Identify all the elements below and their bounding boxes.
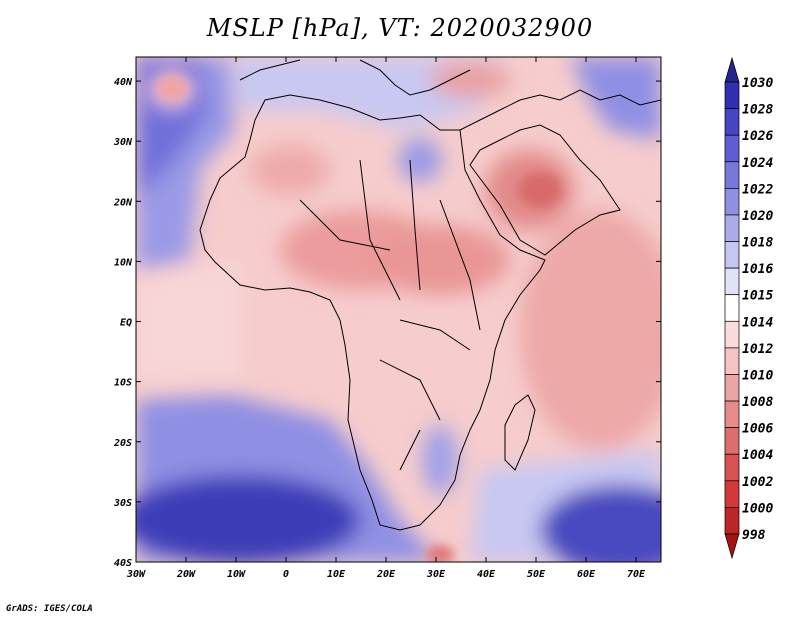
colorbar-label: 1026 (742, 129, 773, 144)
colorbar-label: 1012 (742, 342, 773, 357)
lat-tick-label: 30N (113, 137, 133, 148)
map-axes: 30W 20W 10W 0 10E 20E 30E 40E 50E 60E 70E 40N 30N 20N… (113, 57, 661, 580)
colorbar-swatch (724, 108, 740, 136)
colorbar-swatch (724, 374, 740, 402)
colorbar-swatch (724, 453, 740, 482)
colorbar-label: 1020 (742, 209, 773, 224)
colorbar-label: 1002 (742, 475, 773, 490)
lat-tick-label: 10N (114, 257, 133, 268)
lon-tick-label: 20E (376, 569, 396, 580)
lon-tick-label: 10E (327, 569, 346, 580)
colorbar-top-arrow (724, 56, 740, 83)
credit-label: GrADS: IGES/COLA (6, 604, 93, 614)
colorbar-swatch (724, 294, 740, 322)
lat-tick-label: 10S (114, 378, 132, 389)
colorbar-label: 1018 (742, 236, 773, 251)
colorbar-label: 1004 (742, 448, 773, 463)
coastlines (199, 59, 661, 531)
colorbar-swatch (724, 427, 740, 455)
lat-tick-label: 20N (113, 197, 133, 208)
lat-tick-label: 20S (113, 438, 132, 449)
colorbar-swatch (724, 134, 740, 163)
lon-tick-label: 0 (283, 569, 289, 580)
colorbar-bottom-arrow (724, 533, 740, 560)
lon-tick-label: 30E (426, 569, 446, 580)
colorbar-label: 1014 (742, 315, 773, 330)
colorbar-label: 1006 (742, 422, 773, 437)
map-title: MSLP [hPa], VT: 2020032900 (206, 14, 594, 42)
map-frame (135, 56, 662, 563)
colorbar-swatch (724, 320, 740, 349)
colorbar: 1030 1028 1026 1024 1022 1020 1018 1016 1015 1014… (724, 56, 773, 560)
colorbar-swatch (724, 267, 740, 296)
colorbar-swatch (724, 188, 740, 216)
colorbar-label: 998 (742, 528, 766, 543)
colorbar-swatch (724, 214, 740, 242)
colorbar-swatch (724, 400, 740, 428)
colorbar-label: 1016 (742, 262, 773, 277)
colorbar-swatch (724, 241, 740, 269)
lon-tick-label: 70E (627, 569, 646, 580)
colorbar-label: 1015 (742, 289, 773, 304)
lat-tick-label: 40S (114, 558, 132, 569)
colorbar-label: 1010 (742, 368, 773, 383)
lat-tick-label: EQ (120, 318, 132, 329)
colorbar-label: 1028 (742, 103, 773, 118)
colorbar-swatch (724, 81, 740, 109)
colorbar-swatch (724, 161, 740, 189)
colorbar-label: 1000 (742, 501, 773, 516)
lon-tick-label: 60E (577, 569, 596, 580)
colorbar-label: 1022 (742, 182, 773, 197)
colorbar-label: 1024 (742, 156, 773, 171)
lon-tick-label: 30W (126, 569, 146, 580)
lon-tick-label: 20W (176, 569, 196, 580)
pressure-field (136, 57, 661, 562)
colorbar-label: 1008 (742, 395, 773, 410)
lon-tick-label: 40E (477, 569, 496, 580)
lat-tick-label: 30S (113, 498, 132, 509)
colorbar-swatch (724, 347, 740, 375)
colorbar-label: 1030 (742, 76, 773, 91)
lon-tick-label: 50E (527, 569, 546, 580)
colorbar-swatch (724, 507, 740, 535)
colorbar-swatch (724, 480, 740, 508)
lon-tick-label: 10W (227, 569, 246, 580)
lat-tick-label: 40N (114, 77, 133, 88)
